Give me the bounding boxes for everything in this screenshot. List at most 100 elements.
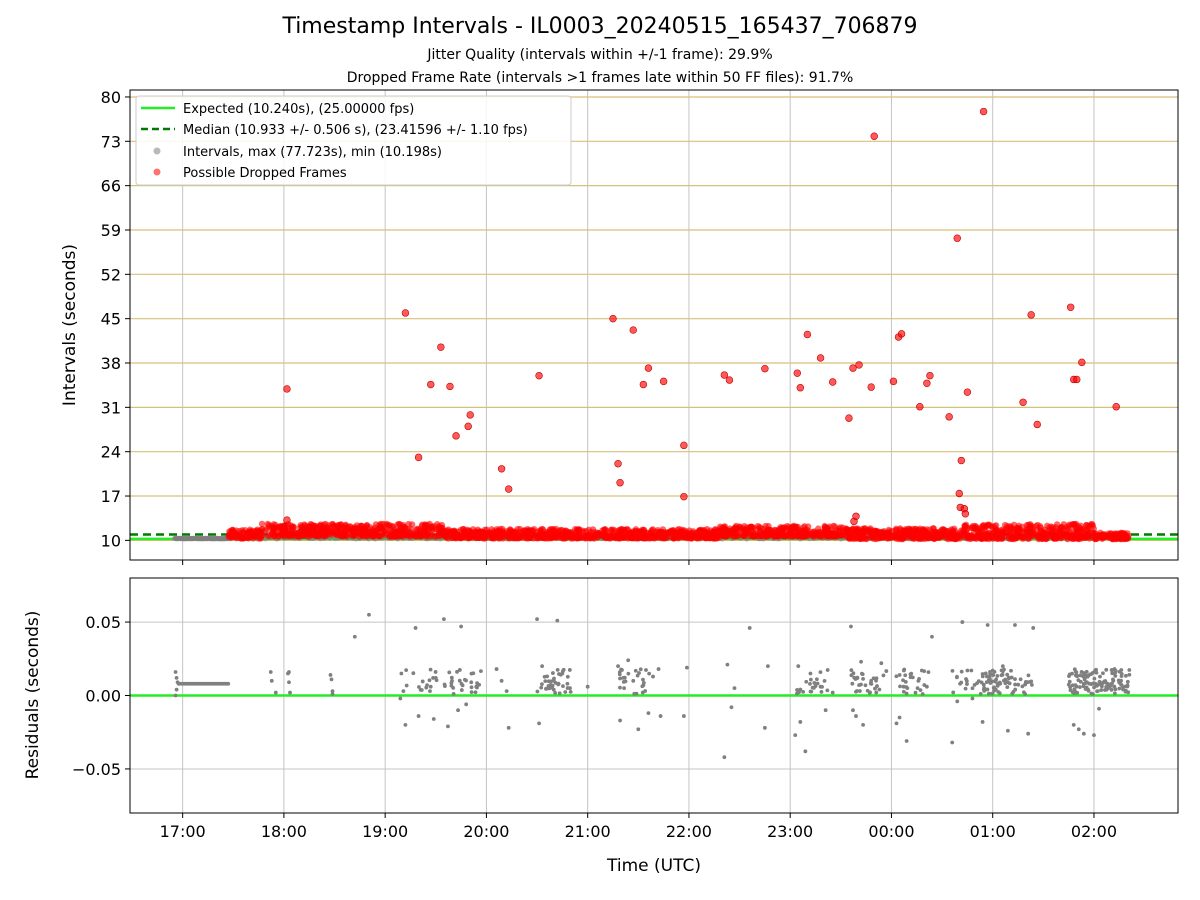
residual-point [1009,668,1013,673]
residual-point [1079,669,1084,674]
dropped-frame-point [764,526,772,533]
residual-point [474,684,479,689]
dropped-frame-point [325,522,332,529]
residual-point [1082,677,1087,682]
residual-point [801,689,806,694]
residual-point [808,681,812,686]
residual-point [981,682,986,687]
residual-point [901,668,906,673]
residual-point [552,676,556,681]
dropped-frame-point [961,522,968,529]
dropped-frame-point [640,534,647,541]
residual-point [1068,688,1073,693]
residual-point [812,681,817,685]
dropped-frame-point [317,529,324,536]
residual-point [985,687,990,692]
residual-point [567,668,572,672]
residual-point [1074,673,1079,678]
residual-point [1075,690,1080,695]
dropped-frame-point [279,530,287,537]
dropped-frame-outlier [923,379,931,387]
dropped-frame-point [375,533,383,540]
residual-point [640,690,645,695]
dropped-frame-point [421,528,428,536]
residual-point [1078,685,1082,690]
residual-point [1018,677,1023,682]
dropped-frame-outlier [867,383,875,391]
dropped-frame-point [236,531,244,538]
dropped-frame-point [1107,530,1115,537]
residual-point [565,686,570,690]
bottom-points [173,612,1132,760]
residual-point [464,678,468,683]
residual-point [635,673,640,678]
residual-point [681,714,686,718]
residual-point [658,714,663,718]
residual-point [446,724,450,729]
dropped-frame-point [573,534,580,541]
dropped-frame-point [722,533,729,540]
dropped-frame-point [517,533,525,541]
dropped-frame-point [371,533,378,540]
residual-point [420,679,425,684]
dropped-frame-point [406,531,413,538]
dropped-frame-outlier [945,413,953,421]
residual-point [1078,673,1083,678]
residual-point [804,679,809,684]
dropped-frame-point [590,534,597,541]
residual-point [427,678,432,683]
dropped-frame-outlier [1019,398,1027,406]
dropped-frame-outlier [793,369,801,377]
residual-point [1123,689,1128,694]
residual-point [904,691,909,696]
dropped-frame-point [411,532,418,540]
residual-point [551,671,555,675]
residual-point [1070,671,1074,676]
legend-intervals-label: Intervals, max (77.723s), min (10.198s) [183,145,442,160]
dropped-frame-point [845,534,852,541]
top-y-tick-label: 38 [101,354,121,373]
dropped-frame-point [1077,522,1084,530]
residual-point [447,670,452,675]
bottom-y-axis-label: Residuals (seconds) [23,611,43,780]
residual-point [964,679,969,683]
residual-point [861,722,865,727]
residual-point [1007,681,1012,686]
dropped-frame-point [1057,525,1064,532]
dropped-frame-outlier [855,361,863,369]
top-x-axis-ticks [182,560,1095,565]
residual-point [901,689,906,694]
residual-point [504,689,509,693]
residual-point [986,691,991,696]
dropped-frame-point [280,523,287,530]
residual-point [1000,664,1005,669]
residual-point [1023,692,1028,696]
top-y-axis-ticks: 10 17 24 31 38 45 52 59 66 73 80 [101,88,130,550]
residual-point [1011,689,1016,694]
residual-point [585,684,590,689]
dropped-frame-point [1052,534,1059,542]
dropped-frame-point [922,529,929,537]
residual-point [1074,670,1079,675]
dropped-frame-point [490,534,498,541]
residual-point [1006,675,1011,680]
dropped-frame-point [506,534,513,542]
top-y-tick-label: 24 [101,443,121,462]
residual-point [226,681,231,686]
residual-point [969,668,974,673]
top-points [172,107,1132,543]
residual-point [1096,682,1101,687]
residual-point [762,725,767,730]
residual-point [989,679,994,684]
x-tick-label: 00:00 [868,822,914,841]
residual-point [449,675,454,680]
dropped-frame-outlier [953,234,961,242]
residual-point [398,696,403,701]
residual-point [1073,683,1078,688]
dropped-frame-point [836,531,843,539]
residual-point [367,612,371,617]
residual-point [553,681,558,685]
residual-point [926,670,931,675]
dropped-frame-outlier [616,479,624,487]
residual-point [894,674,899,679]
